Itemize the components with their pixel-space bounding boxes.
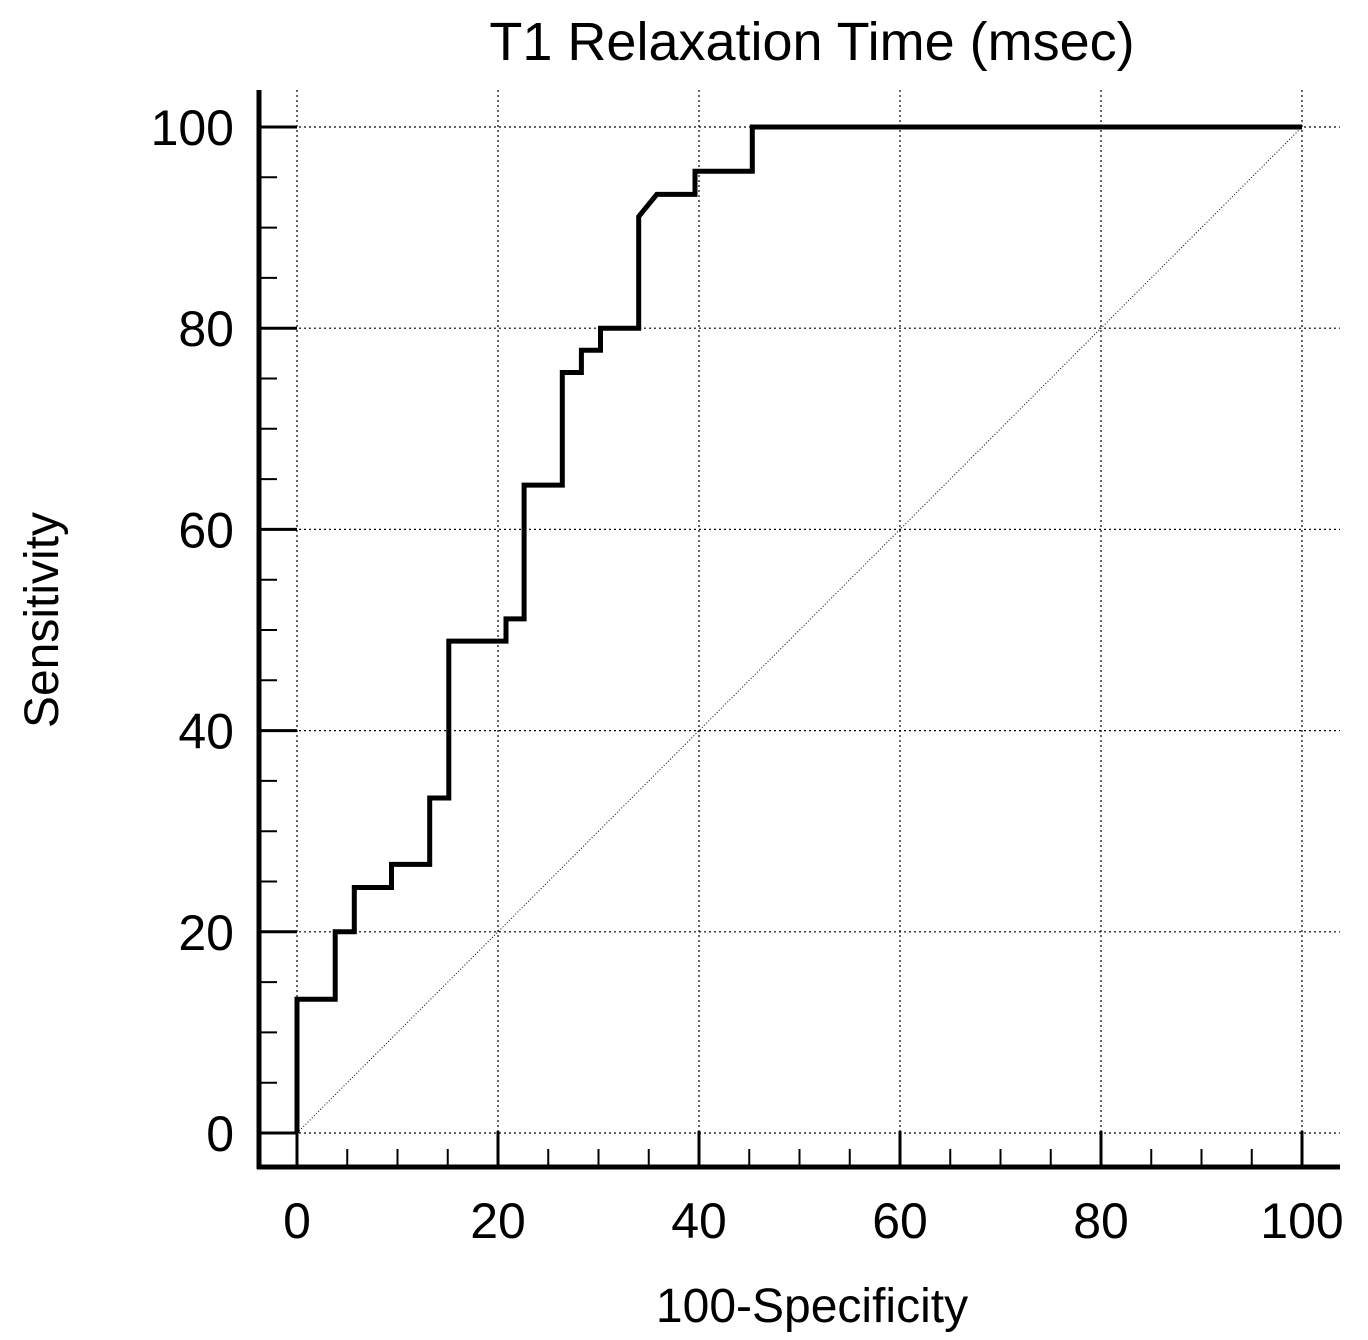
roc-curve [294,124,1302,1133]
reference-diagonal [296,126,1303,1134]
x-axis-label: 100-Specificity [656,1280,968,1333]
y-tick-label: 0 [206,1106,234,1162]
axis-ticks [259,125,1304,1167]
x-tick-label: 40 [671,1193,727,1249]
tick-labels: 0 20 40 60 80 100 0 20 40 60 80 100 [151,100,1344,1249]
y-tick-label: 60 [178,502,234,558]
y-tick-label: 100 [151,100,234,156]
chart-title: T1 Relaxation Time (msec) [489,12,1134,72]
x-tick-label: 20 [470,1193,526,1249]
axes [256,90,1340,1170]
plot-series [294,124,1303,1134]
y-tick-label: 20 [178,905,234,961]
gridlines [259,90,1340,1167]
x-tick-label: 60 [872,1193,928,1249]
y-axis-label: Sensitivity [16,512,69,728]
x-tick-label: 0 [283,1193,311,1249]
y-tick-label: 40 [178,704,234,760]
x-tick-label: 100 [1260,1193,1343,1249]
x-tick-label: 80 [1073,1193,1129,1249]
y-tick-label: 80 [178,301,234,357]
